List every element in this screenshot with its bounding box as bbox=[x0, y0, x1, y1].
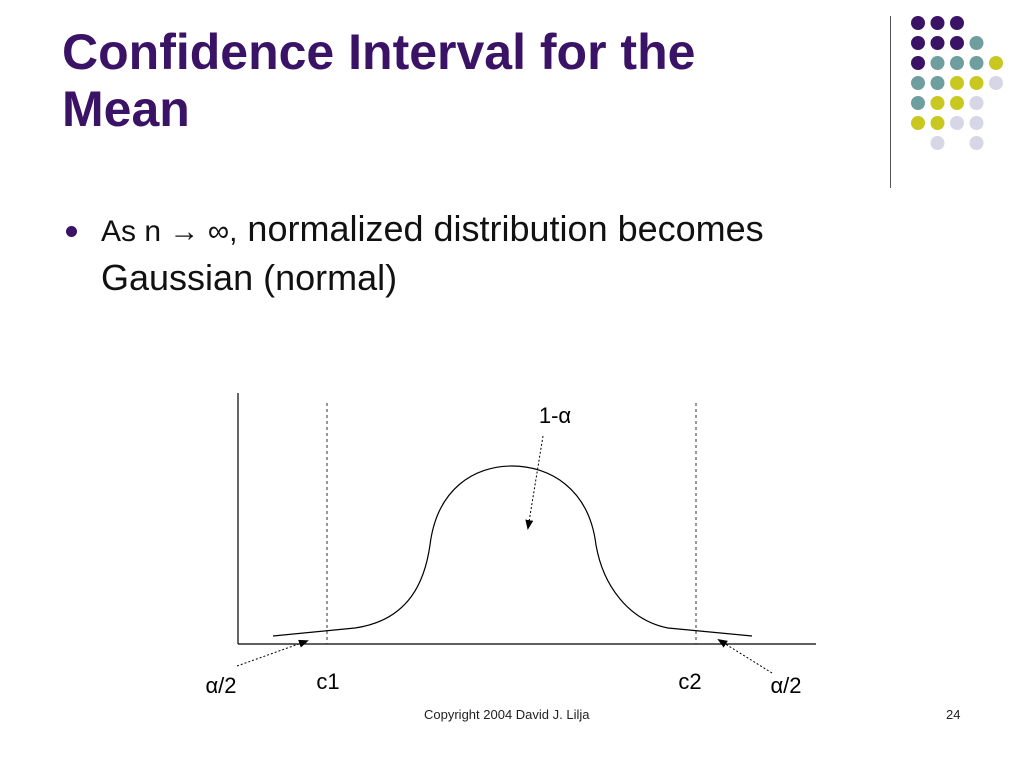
c1-label: c1 bbox=[316, 669, 339, 694]
bullet-prefix: As n → ∞, bbox=[101, 215, 238, 248]
right-tail-arrow bbox=[717, 638, 773, 674]
decorative-dot bbox=[950, 76, 964, 90]
page-number: 24 bbox=[946, 707, 961, 722]
decorative-dot bbox=[930, 136, 945, 150]
decorative-dot bbox=[969, 96, 984, 110]
decorative-dot bbox=[911, 56, 925, 70]
decorative-dot-grid bbox=[911, 16, 1003, 150]
decorative-dot bbox=[911, 16, 925, 30]
decorative-dot bbox=[989, 76, 1003, 90]
decorative-dot bbox=[969, 136, 984, 150]
left-tail-arrow bbox=[236, 639, 309, 667]
right-tail-label: α/2 bbox=[770, 673, 801, 698]
bullet-point-icon bbox=[66, 226, 77, 237]
title-line-1: Confidence Interval for the bbox=[62, 24, 696, 80]
decorative-dot bbox=[930, 76, 945, 90]
c2-label: c2 bbox=[678, 669, 701, 694]
decorative-dot bbox=[969, 116, 984, 130]
footer-copyright: Copyright 2004 David J. Lilja bbox=[424, 707, 590, 722]
decorative-dot bbox=[930, 96, 945, 110]
center-area-label: 1-α bbox=[539, 403, 572, 428]
decorative-dot bbox=[950, 36, 964, 50]
decorative-dot bbox=[969, 56, 984, 70]
normal-distribution-diagram: 1-α α/2 α/2 c1 c2 bbox=[205, 393, 816, 698]
slide-title: Confidence Interval for the Mean bbox=[62, 24, 862, 138]
decorative-dot bbox=[911, 116, 925, 130]
center-label-arrow bbox=[525, 435, 544, 530]
distribution-curve bbox=[272, 465, 753, 637]
decorative-dot bbox=[930, 56, 945, 70]
bullet-body: normalized distribution becomes Gaussian… bbox=[101, 208, 764, 298]
decorative-dot bbox=[930, 116, 945, 130]
title-divider-line bbox=[890, 16, 891, 188]
decorative-dot bbox=[969, 36, 984, 50]
decorative-dot bbox=[989, 56, 1003, 70]
decorative-dot bbox=[950, 16, 964, 30]
decorative-dot bbox=[950, 116, 964, 130]
bullet-item: As n → ∞, normalized distribution become… bbox=[101, 206, 882, 301]
decorative-dot bbox=[950, 96, 964, 110]
decorative-dot bbox=[930, 36, 945, 50]
title-line-2: Mean bbox=[62, 81, 190, 137]
decorative-dot bbox=[911, 76, 925, 90]
decorative-dot bbox=[911, 36, 925, 50]
decorative-dot bbox=[950, 56, 964, 70]
left-tail-label: α/2 bbox=[205, 673, 236, 698]
decorative-dot bbox=[930, 16, 945, 30]
decorative-dot bbox=[911, 96, 925, 110]
bullet-list: As n → ∞, normalized distribution become… bbox=[62, 206, 882, 301]
decorative-dot bbox=[969, 76, 984, 90]
